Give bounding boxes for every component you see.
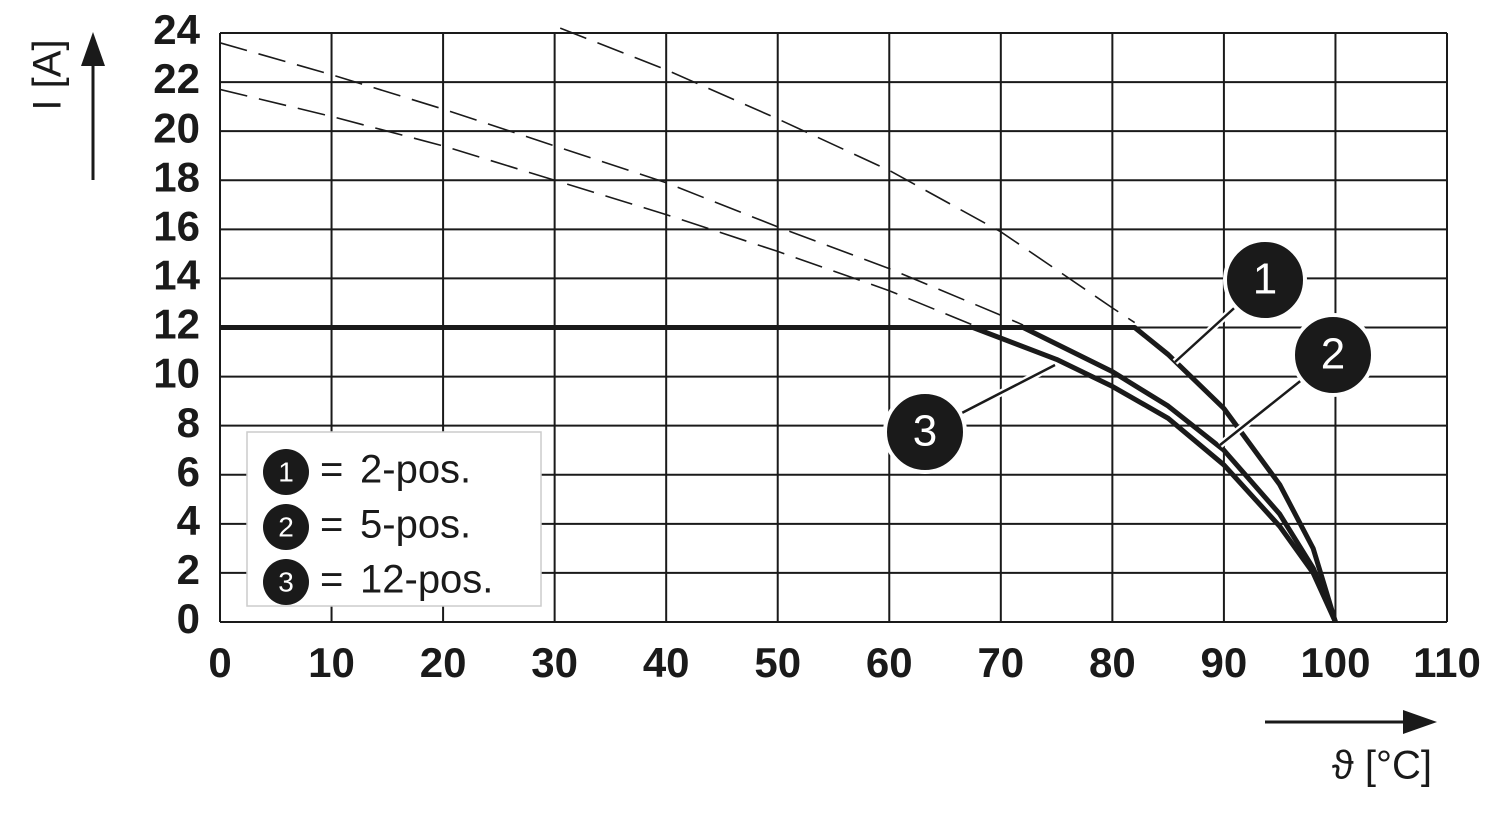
limit-line <box>219 42 1024 326</box>
legend-number: 2 <box>278 511 294 542</box>
legend-number: 3 <box>278 566 294 597</box>
y-tick-label: 6 <box>177 448 200 495</box>
y-tick-label: 18 <box>153 153 200 200</box>
legend-marker <box>263 504 309 550</box>
x-tick-label: 20 <box>420 639 467 686</box>
x-tick-label: 50 <box>754 639 801 686</box>
legend-separator: = <box>320 558 343 602</box>
x-tick-label: 60 <box>866 639 913 686</box>
x-axis-label: ϑ [°C] <box>1332 744 1432 788</box>
legend-label: 5-pos. <box>360 503 471 547</box>
y-tick-label: 14 <box>153 252 200 299</box>
callout-number: 2 <box>1321 330 1345 379</box>
y-tick-label: 16 <box>153 202 200 249</box>
x-tick-label: 10 <box>308 639 355 686</box>
x-tick-label: 110 <box>1413 639 1481 686</box>
callout-number: 1 <box>1253 255 1277 304</box>
x-tick-label: 0 <box>208 639 231 686</box>
legend-separator: = <box>320 503 343 547</box>
legend-label: 2-pos. <box>360 448 471 492</box>
legend-marker <box>263 449 309 495</box>
x-tick-label: 80 <box>1089 639 1136 686</box>
y-tick-label: 24 <box>153 6 200 53</box>
y-axis-label: I [A] <box>26 39 70 110</box>
x-tick-label: 40 <box>643 639 690 686</box>
y-tick-label: 0 <box>177 595 200 642</box>
y-arrow-head <box>81 32 105 66</box>
y-tick-label: 12 <box>153 301 200 348</box>
y-tick-label: 4 <box>177 497 201 544</box>
limit-line <box>559 27 1136 324</box>
derating-line <box>220 325 1338 624</box>
y-tick-label: 10 <box>153 350 200 397</box>
y-tick-label: 8 <box>177 399 200 446</box>
x-tick-label: 30 <box>531 639 578 686</box>
x-tick-label: 70 <box>977 639 1024 686</box>
y-tick-label: 22 <box>153 55 200 102</box>
y-tick-label: 20 <box>153 104 200 151</box>
callout-number: 3 <box>913 407 937 456</box>
x-tick-label: 100 <box>1300 639 1370 686</box>
x-arrow-head <box>1403 710 1437 734</box>
callout-circle <box>883 390 967 474</box>
y-tick-label: 2 <box>177 546 200 593</box>
derating-line <box>220 325 1338 623</box>
derating-line <box>220 325 1338 623</box>
legend-label: 12-pos. <box>360 558 493 602</box>
legend-separator: = <box>320 448 343 492</box>
x-tick-label: 90 <box>1201 639 1248 686</box>
callout-circle <box>1223 238 1307 322</box>
limit-line <box>219 88 974 326</box>
callout-circle <box>1291 313 1375 397</box>
legend-number: 1 <box>278 456 294 487</box>
legend-marker <box>263 559 309 605</box>
